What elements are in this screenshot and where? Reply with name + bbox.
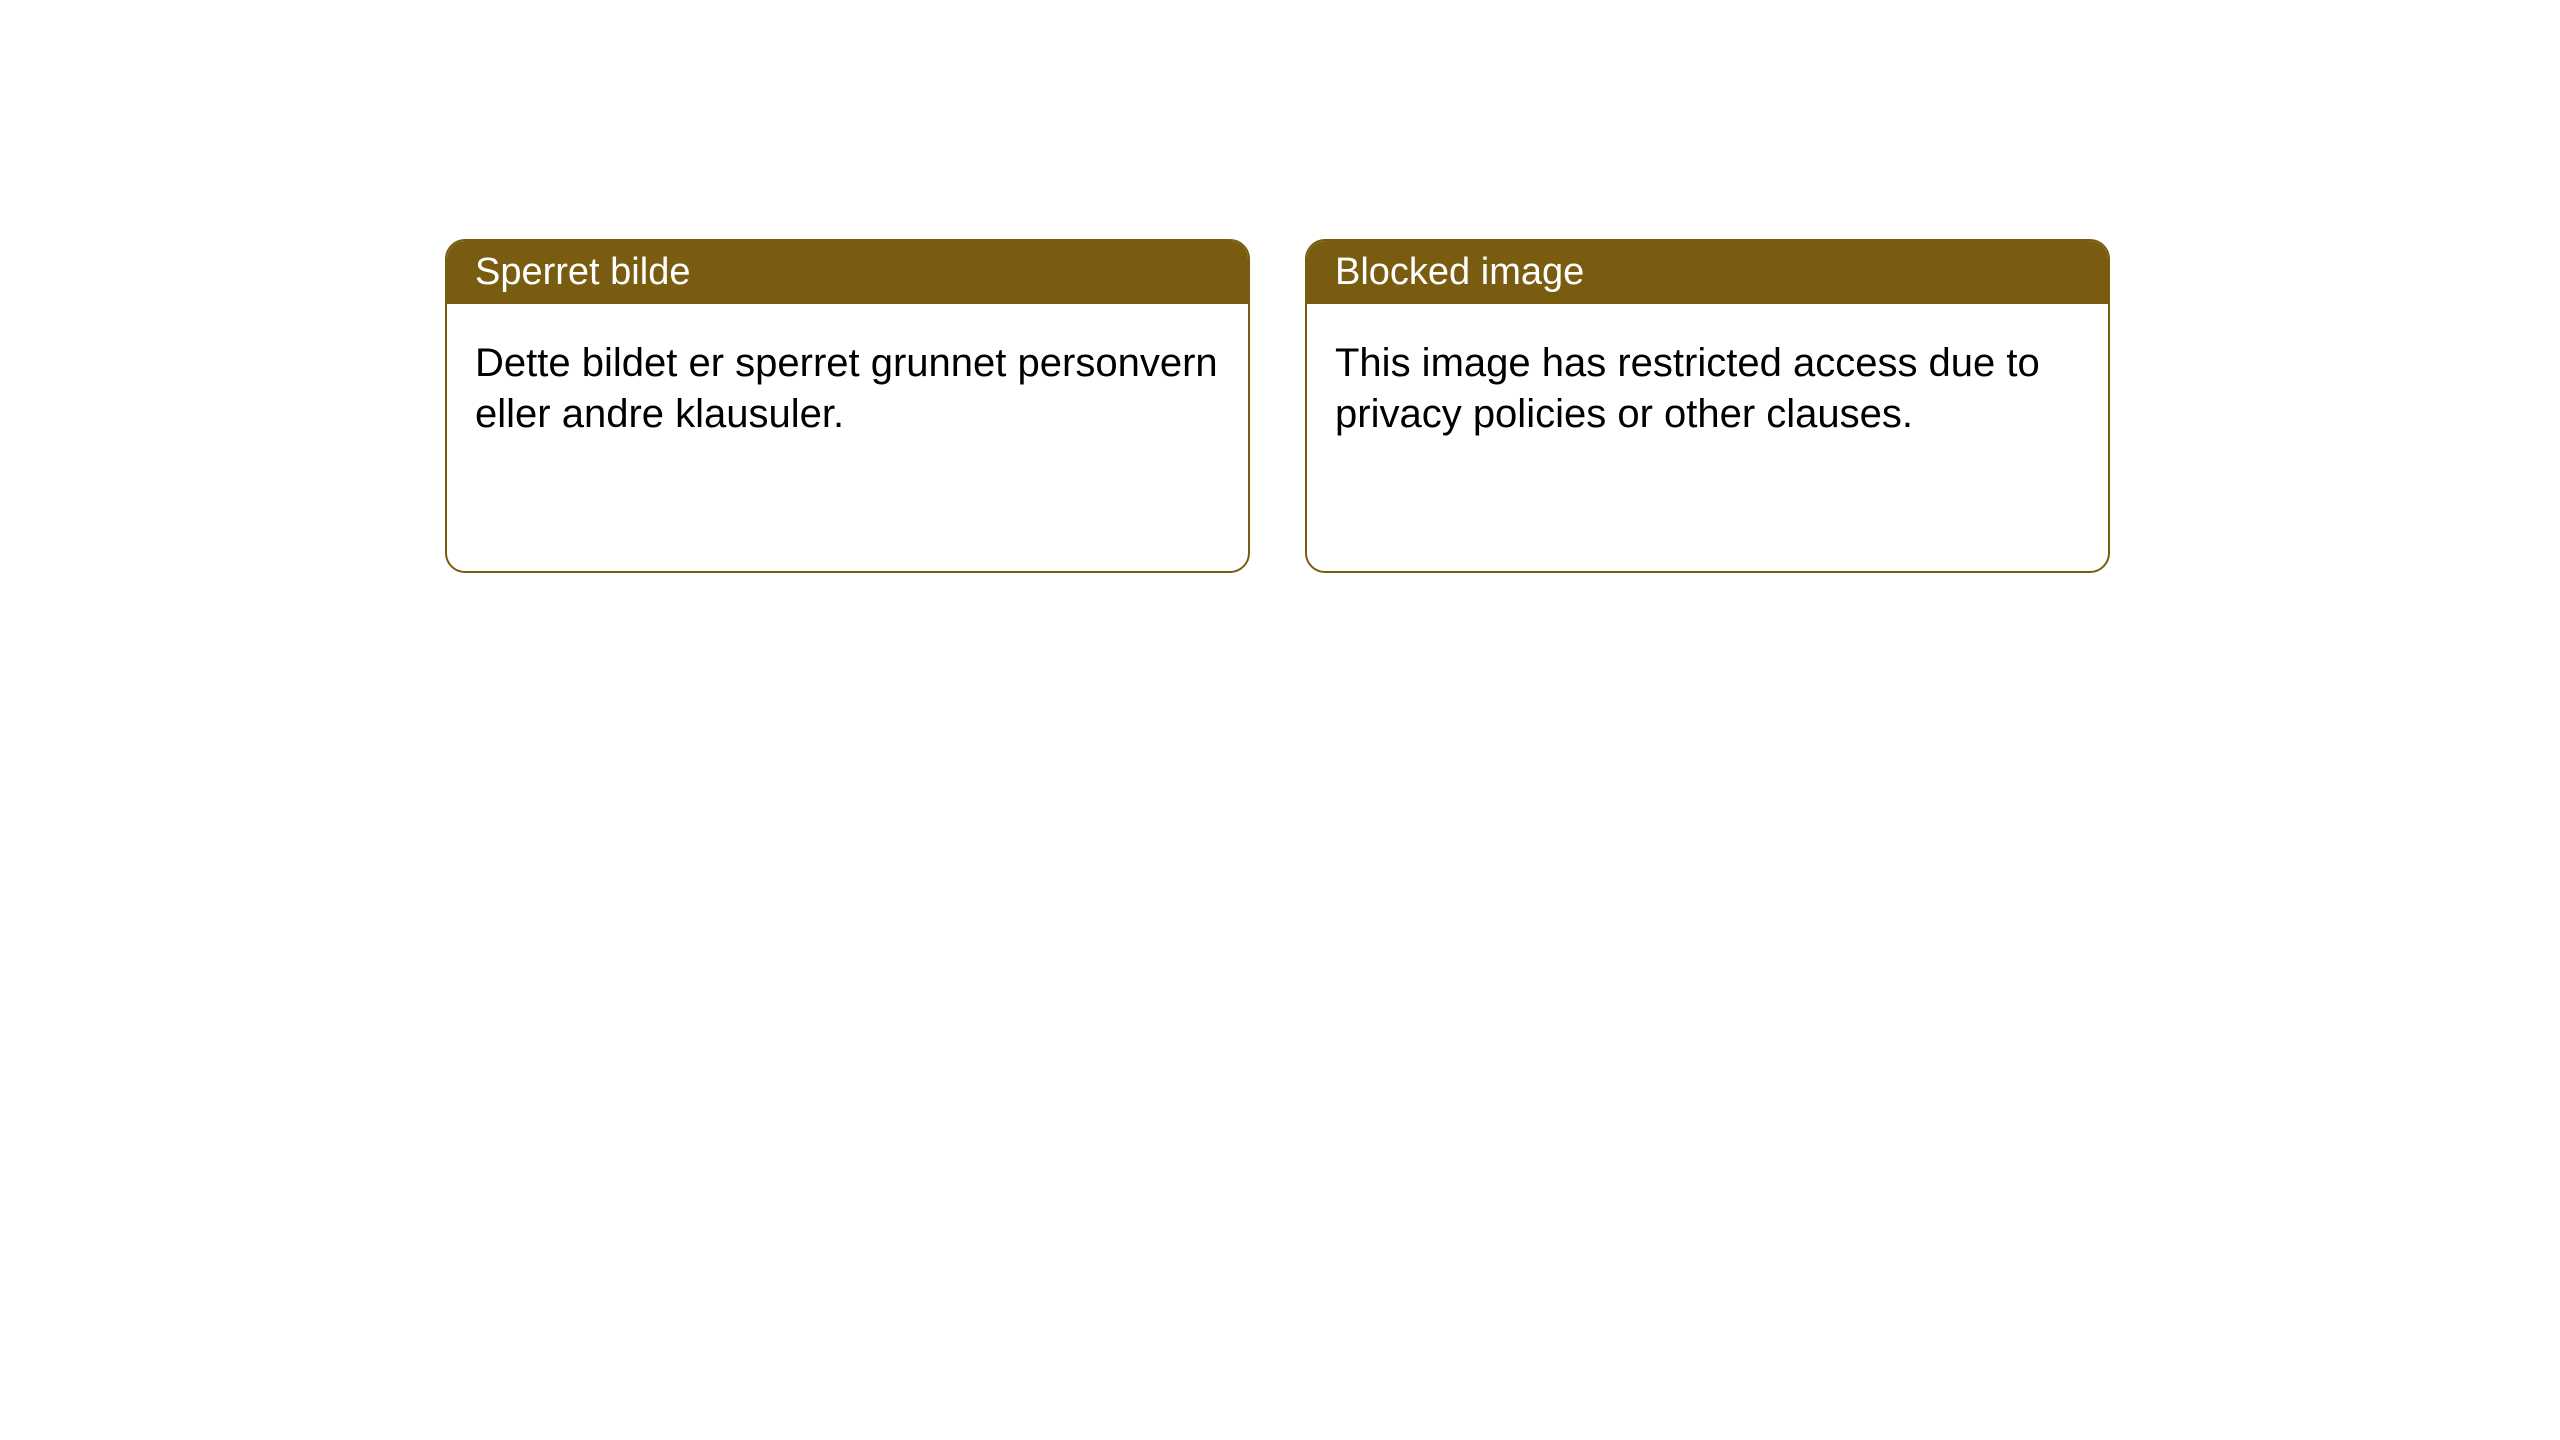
blocked-image-card-no: Sperret bilde Dette bildet er sperret gr… xyxy=(445,239,1250,573)
card-container: Sperret bilde Dette bildet er sperret gr… xyxy=(0,0,2560,573)
card-title: Sperret bilde xyxy=(475,251,690,293)
card-header: Blocked image xyxy=(1307,241,2108,304)
card-body-text: This image has restricted access due to … xyxy=(1335,341,2040,436)
card-body: Dette bildet er sperret grunnet personve… xyxy=(447,304,1248,474)
card-body-text: Dette bildet er sperret grunnet personve… xyxy=(475,341,1218,436)
card-body: This image has restricted access due to … xyxy=(1307,304,2108,474)
card-title: Blocked image xyxy=(1335,251,1584,293)
card-header: Sperret bilde xyxy=(447,241,1248,304)
blocked-image-card-en: Blocked image This image has restricted … xyxy=(1305,239,2110,573)
